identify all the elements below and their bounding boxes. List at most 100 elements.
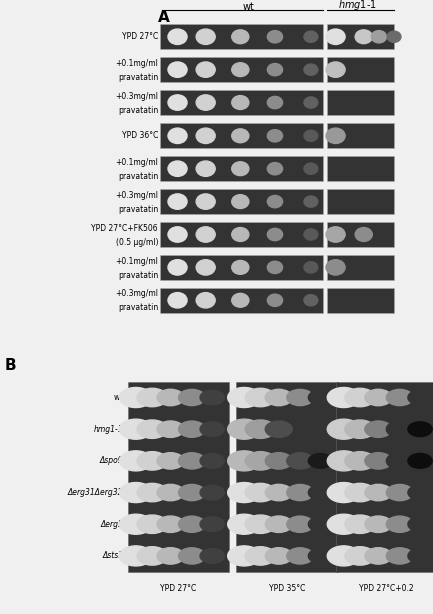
Circle shape — [387, 31, 401, 42]
Text: YPD 27°C: YPD 27°C — [161, 584, 197, 593]
Bar — [327, 156, 394, 181]
Circle shape — [196, 29, 215, 44]
Text: Δerg5: Δerg5 — [100, 519, 123, 529]
Circle shape — [327, 546, 360, 566]
Circle shape — [386, 484, 413, 500]
Circle shape — [245, 515, 275, 534]
Circle shape — [200, 422, 224, 437]
Circle shape — [304, 97, 318, 108]
Circle shape — [326, 128, 345, 144]
Circle shape — [267, 31, 283, 43]
Bar — [160, 123, 323, 149]
Circle shape — [287, 453, 313, 469]
Circle shape — [120, 419, 152, 439]
Circle shape — [196, 62, 215, 77]
Circle shape — [267, 96, 283, 109]
Circle shape — [137, 483, 167, 502]
Text: pravatatin: pravatatin — [118, 271, 158, 279]
Circle shape — [327, 483, 360, 503]
Circle shape — [137, 388, 167, 406]
Text: wt: wt — [114, 393, 123, 402]
Text: pravatatin: pravatatin — [118, 73, 158, 82]
Circle shape — [327, 387, 360, 408]
Circle shape — [267, 163, 283, 175]
Circle shape — [265, 516, 292, 532]
Circle shape — [137, 546, 167, 565]
Circle shape — [178, 421, 205, 437]
Circle shape — [245, 388, 275, 406]
Circle shape — [232, 228, 249, 241]
Circle shape — [345, 515, 375, 534]
Circle shape — [365, 484, 392, 501]
Circle shape — [365, 421, 392, 437]
Circle shape — [196, 128, 215, 144]
Circle shape — [232, 96, 249, 109]
Circle shape — [386, 548, 413, 564]
Bar — [327, 57, 394, 82]
Text: hmg1-1: hmg1-1 — [94, 425, 123, 433]
Circle shape — [326, 260, 345, 275]
Bar — [327, 90, 394, 115]
Circle shape — [365, 389, 392, 406]
Circle shape — [265, 484, 292, 501]
Circle shape — [386, 421, 413, 437]
Circle shape — [308, 517, 333, 532]
Text: +0.1mg/ml: +0.1mg/ml — [115, 59, 158, 68]
Circle shape — [137, 420, 167, 438]
Circle shape — [178, 484, 205, 500]
Circle shape — [345, 546, 375, 565]
Circle shape — [265, 389, 292, 406]
Circle shape — [168, 161, 187, 176]
Text: Δspo9: Δspo9 — [100, 456, 123, 465]
Circle shape — [304, 196, 318, 207]
Text: +0.3mg/ml: +0.3mg/ml — [115, 191, 158, 200]
Bar — [160, 255, 323, 280]
Circle shape — [408, 485, 432, 500]
Circle shape — [326, 62, 345, 77]
Text: YPD 27°C+FK506: YPD 27°C+FK506 — [91, 223, 158, 233]
Text: pravatatin: pravatatin — [118, 172, 158, 181]
Circle shape — [200, 517, 224, 532]
Circle shape — [408, 422, 432, 437]
Circle shape — [168, 95, 187, 111]
Circle shape — [265, 548, 292, 564]
Circle shape — [137, 452, 167, 470]
Circle shape — [267, 228, 283, 241]
Circle shape — [157, 421, 184, 437]
Circle shape — [408, 548, 432, 563]
Circle shape — [304, 295, 318, 306]
Circle shape — [157, 453, 184, 469]
Circle shape — [304, 163, 318, 174]
Circle shape — [196, 95, 215, 111]
Circle shape — [308, 454, 333, 468]
Circle shape — [228, 387, 261, 408]
Circle shape — [355, 228, 372, 241]
Circle shape — [386, 389, 413, 406]
Circle shape — [196, 161, 215, 176]
Bar — [327, 288, 394, 313]
Text: $hmg1$-$1$: $hmg1$-$1$ — [338, 0, 377, 12]
Circle shape — [196, 194, 215, 209]
Circle shape — [245, 483, 275, 502]
Bar — [160, 156, 323, 181]
Circle shape — [168, 62, 187, 77]
Circle shape — [304, 130, 318, 141]
Circle shape — [200, 454, 224, 468]
Circle shape — [386, 453, 413, 469]
Text: B: B — [4, 358, 16, 373]
Circle shape — [408, 517, 432, 532]
Text: Δerg31Δerg32: Δerg31Δerg32 — [68, 488, 123, 497]
Bar — [236, 382, 338, 572]
Circle shape — [232, 129, 249, 142]
Circle shape — [326, 227, 345, 242]
Circle shape — [265, 421, 292, 437]
Circle shape — [228, 419, 261, 439]
Bar — [160, 222, 323, 247]
Circle shape — [200, 485, 224, 500]
Circle shape — [408, 390, 432, 405]
Circle shape — [287, 548, 313, 564]
Circle shape — [287, 484, 313, 500]
Bar — [327, 222, 394, 247]
Text: (0.5 μg/ml): (0.5 μg/ml) — [116, 238, 158, 247]
Circle shape — [120, 514, 152, 534]
